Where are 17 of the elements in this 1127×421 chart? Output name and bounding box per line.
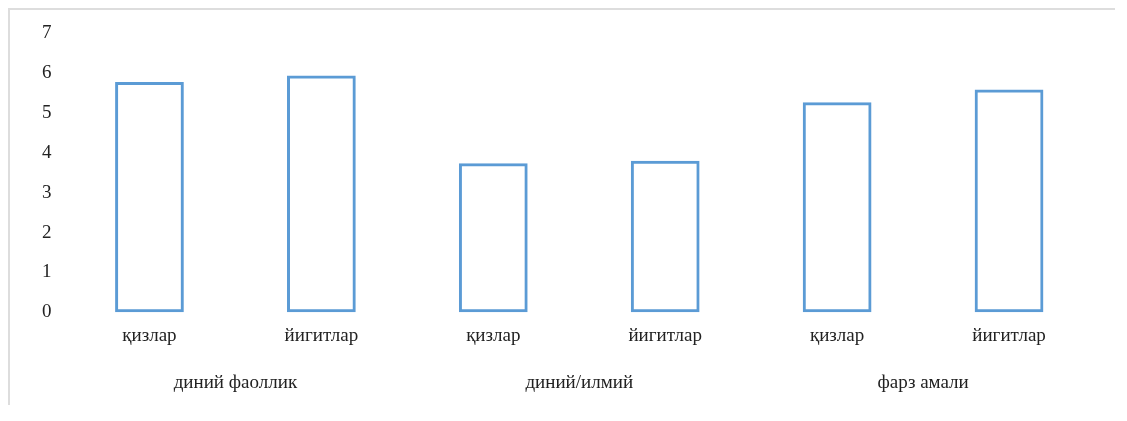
y-tick-label: 7 bbox=[42, 21, 52, 43]
x-tick-label: йигитлар bbox=[284, 323, 359, 345]
x-tick-label: қизлар bbox=[122, 323, 177, 345]
y-tick-label: 0 bbox=[42, 300, 52, 322]
y-tick-label: 6 bbox=[42, 61, 52, 83]
x-tick-label: йигитлар bbox=[972, 323, 1046, 345]
y-tick-label: 5 bbox=[42, 101, 52, 123]
x-tick-label: қизлар bbox=[809, 323, 865, 345]
y-tick-label: 4 bbox=[42, 140, 52, 162]
y-tick-label: 2 bbox=[42, 220, 52, 242]
y-tick-label: 3 bbox=[42, 180, 52, 202]
text: фарз амали bbox=[877, 370, 969, 392]
x-tick-label: қизлар bbox=[466, 323, 521, 345]
text: диний/илмий bbox=[525, 370, 634, 392]
x-tick-label: йигитлар bbox=[628, 323, 702, 345]
y-tick-label: 1 bbox=[42, 260, 52, 282]
text: диний фаоллик bbox=[173, 370, 298, 392]
